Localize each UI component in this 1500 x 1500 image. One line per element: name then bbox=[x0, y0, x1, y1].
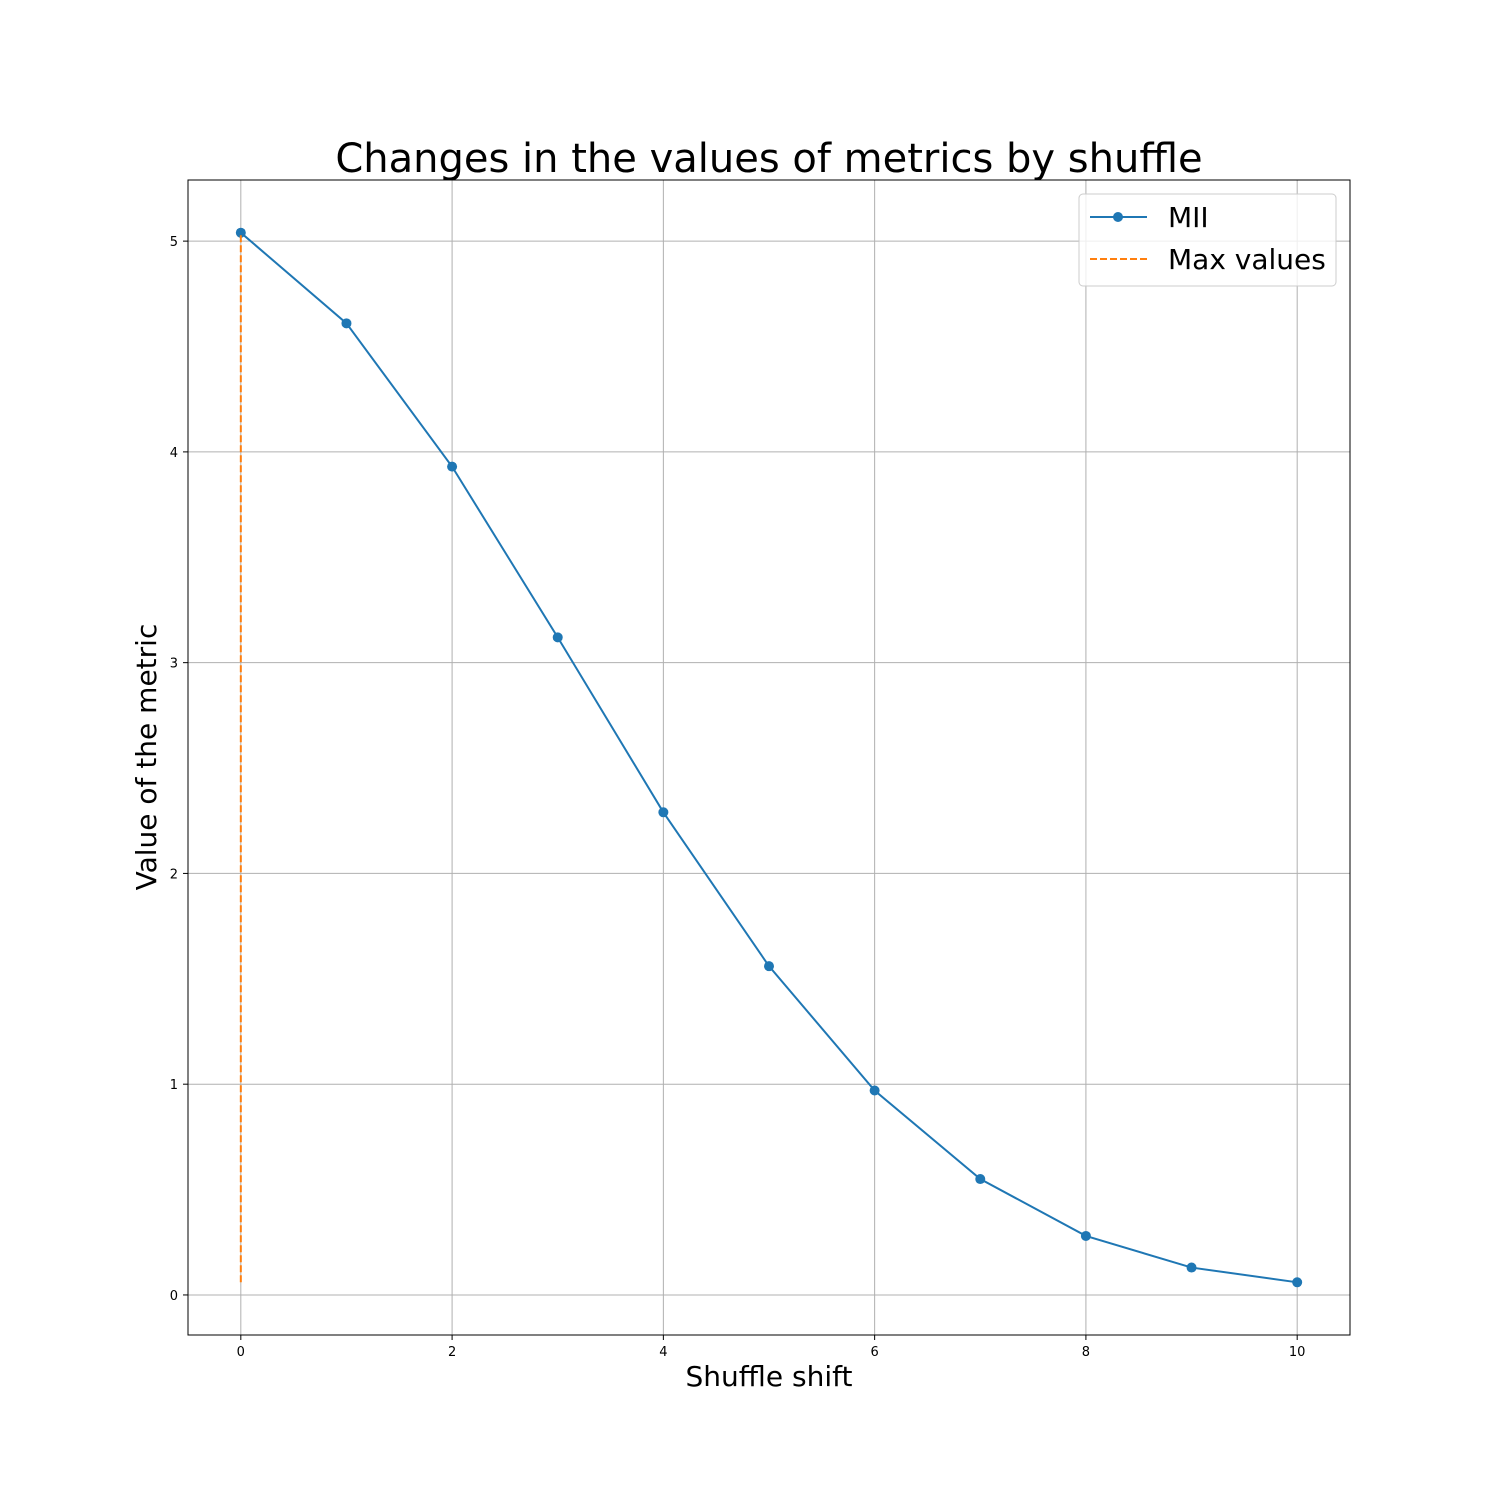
x-tick-label: 4 bbox=[659, 1345, 667, 1360]
data-point-mii bbox=[658, 807, 669, 818]
x-tick-label: 2 bbox=[448, 1345, 456, 1360]
plot-series bbox=[235, 227, 1303, 1288]
grid-lines bbox=[188, 180, 1350, 1335]
y-tick-label: 0 bbox=[170, 1289, 178, 1304]
x-axis-label: Shuffle shift bbox=[686, 1360, 853, 1393]
data-point-mii bbox=[235, 227, 246, 238]
data-point-mii bbox=[764, 961, 774, 972]
x-tick-label: 10 bbox=[1289, 1345, 1306, 1360]
y-tick-label: 3 bbox=[170, 657, 178, 672]
data-point-mii bbox=[1080, 1230, 1091, 1241]
data-point-mii bbox=[341, 318, 352, 329]
data-point-mii bbox=[1186, 1262, 1197, 1273]
legend-marker-mii bbox=[1113, 212, 1123, 222]
y-axis-label: Value of the metric bbox=[130, 624, 163, 891]
legend-label-mii: MII bbox=[1168, 201, 1209, 234]
y-tick-label: 2 bbox=[170, 867, 178, 882]
data-point-mii bbox=[869, 1085, 880, 1096]
x-tick-label: 0 bbox=[237, 1345, 245, 1360]
chart-title: Changes in the values of metrics by shuf… bbox=[335, 136, 1202, 182]
x-tick-label: 6 bbox=[870, 1345, 878, 1360]
y-tick-label: 4 bbox=[170, 446, 178, 461]
data-point-mii bbox=[975, 1174, 986, 1185]
plot-frame bbox=[187, 179, 1351, 1336]
y-tick-label: 5 bbox=[170, 235, 178, 250]
x-tick-label: 8 bbox=[1082, 1345, 1090, 1360]
legend-label-max-values: Max values bbox=[1168, 243, 1326, 276]
data-point-mii bbox=[552, 632, 563, 643]
legend: MII Max values bbox=[1078, 193, 1337, 287]
axis-ticks: 0 2 4 6 8 10 0 1 2 3 4 5 bbox=[170, 235, 1306, 1360]
y-tick-label: 1 bbox=[170, 1078, 178, 1093]
data-point-mii bbox=[1292, 1277, 1303, 1288]
data-point-mii bbox=[447, 461, 458, 472]
